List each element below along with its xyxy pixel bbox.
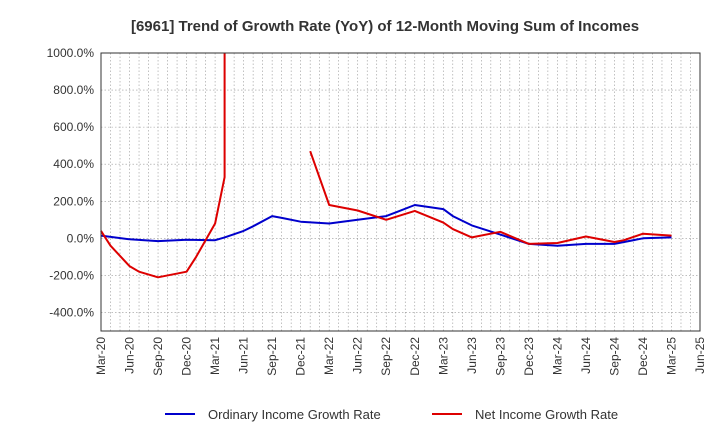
x-tick-label: Dec-20	[180, 337, 194, 376]
x-tick-label: Dec-21	[294, 337, 308, 376]
x-tick-label: Jun-25	[693, 337, 707, 374]
legend-label: Net Income Growth Rate	[475, 407, 618, 422]
series-lines	[100, 53, 672, 279]
legend-label: Ordinary Income Growth Rate	[208, 407, 381, 422]
x-tick-label: Sep-21	[265, 337, 279, 376]
plot-area-frame	[100, 52, 701, 332]
x-tick-label: Mar-24	[550, 337, 564, 375]
x-tick-label: Dec-22	[408, 337, 422, 376]
x-tick-label: Sep-20	[151, 337, 165, 376]
grid	[100, 52, 701, 331]
y-tick-label: 200.0%	[53, 194, 94, 208]
legend: Ordinary Income Growth Rate Net Income Gr…	[165, 407, 618, 422]
x-tick-label: Mar-22	[322, 337, 336, 375]
x-tick-label: Jun-23	[465, 337, 479, 374]
x-tick-label: Mar-25	[664, 337, 678, 375]
series-line-1	[309, 150, 672, 245]
x-tick-label: Mar-23	[436, 337, 450, 375]
x-tick-label: Sep-23	[493, 337, 507, 376]
series-line-0	[100, 204, 672, 247]
y-tick-label: 800.0%	[53, 83, 94, 97]
x-tick-label: Dec-24	[636, 337, 650, 376]
x-tick-label: Mar-21	[208, 337, 222, 375]
y-tick-label: 1000.0%	[47, 46, 95, 60]
x-tick-label: Dec-23	[522, 337, 536, 376]
chart-title: [6961] Trend of Growth Rate (YoY) of 12-…	[131, 18, 639, 35]
y-tick-label: 600.0%	[53, 120, 94, 134]
y-tick-label: -200.0%	[49, 268, 94, 282]
x-tick-label: Sep-22	[379, 337, 393, 376]
x-tick-label: Sep-24	[607, 337, 621, 376]
x-tick-label: Jun-21	[237, 337, 251, 374]
x-tick-label: Jun-20	[123, 337, 137, 374]
x-tick-label: Mar-20	[94, 337, 108, 375]
y-tick-label: -400.0%	[49, 305, 94, 319]
series-line-1	[100, 53, 226, 279]
y-tick-label: 400.0%	[53, 157, 94, 171]
x-axis-ticks: Mar-20 Jun-20 Sep-20 Dec-20 Mar-21 Jun-21 Sep-…	[94, 337, 707, 376]
x-tick-label: Jun-22	[351, 337, 365, 374]
x-tick-label: Jun-24	[579, 337, 593, 374]
y-axis-ticks: -400.0% -200.0% 0.0% 200.0% 400.0% 600.0% 800.…	[47, 46, 95, 319]
y-tick-label: 0.0%	[67, 231, 95, 245]
